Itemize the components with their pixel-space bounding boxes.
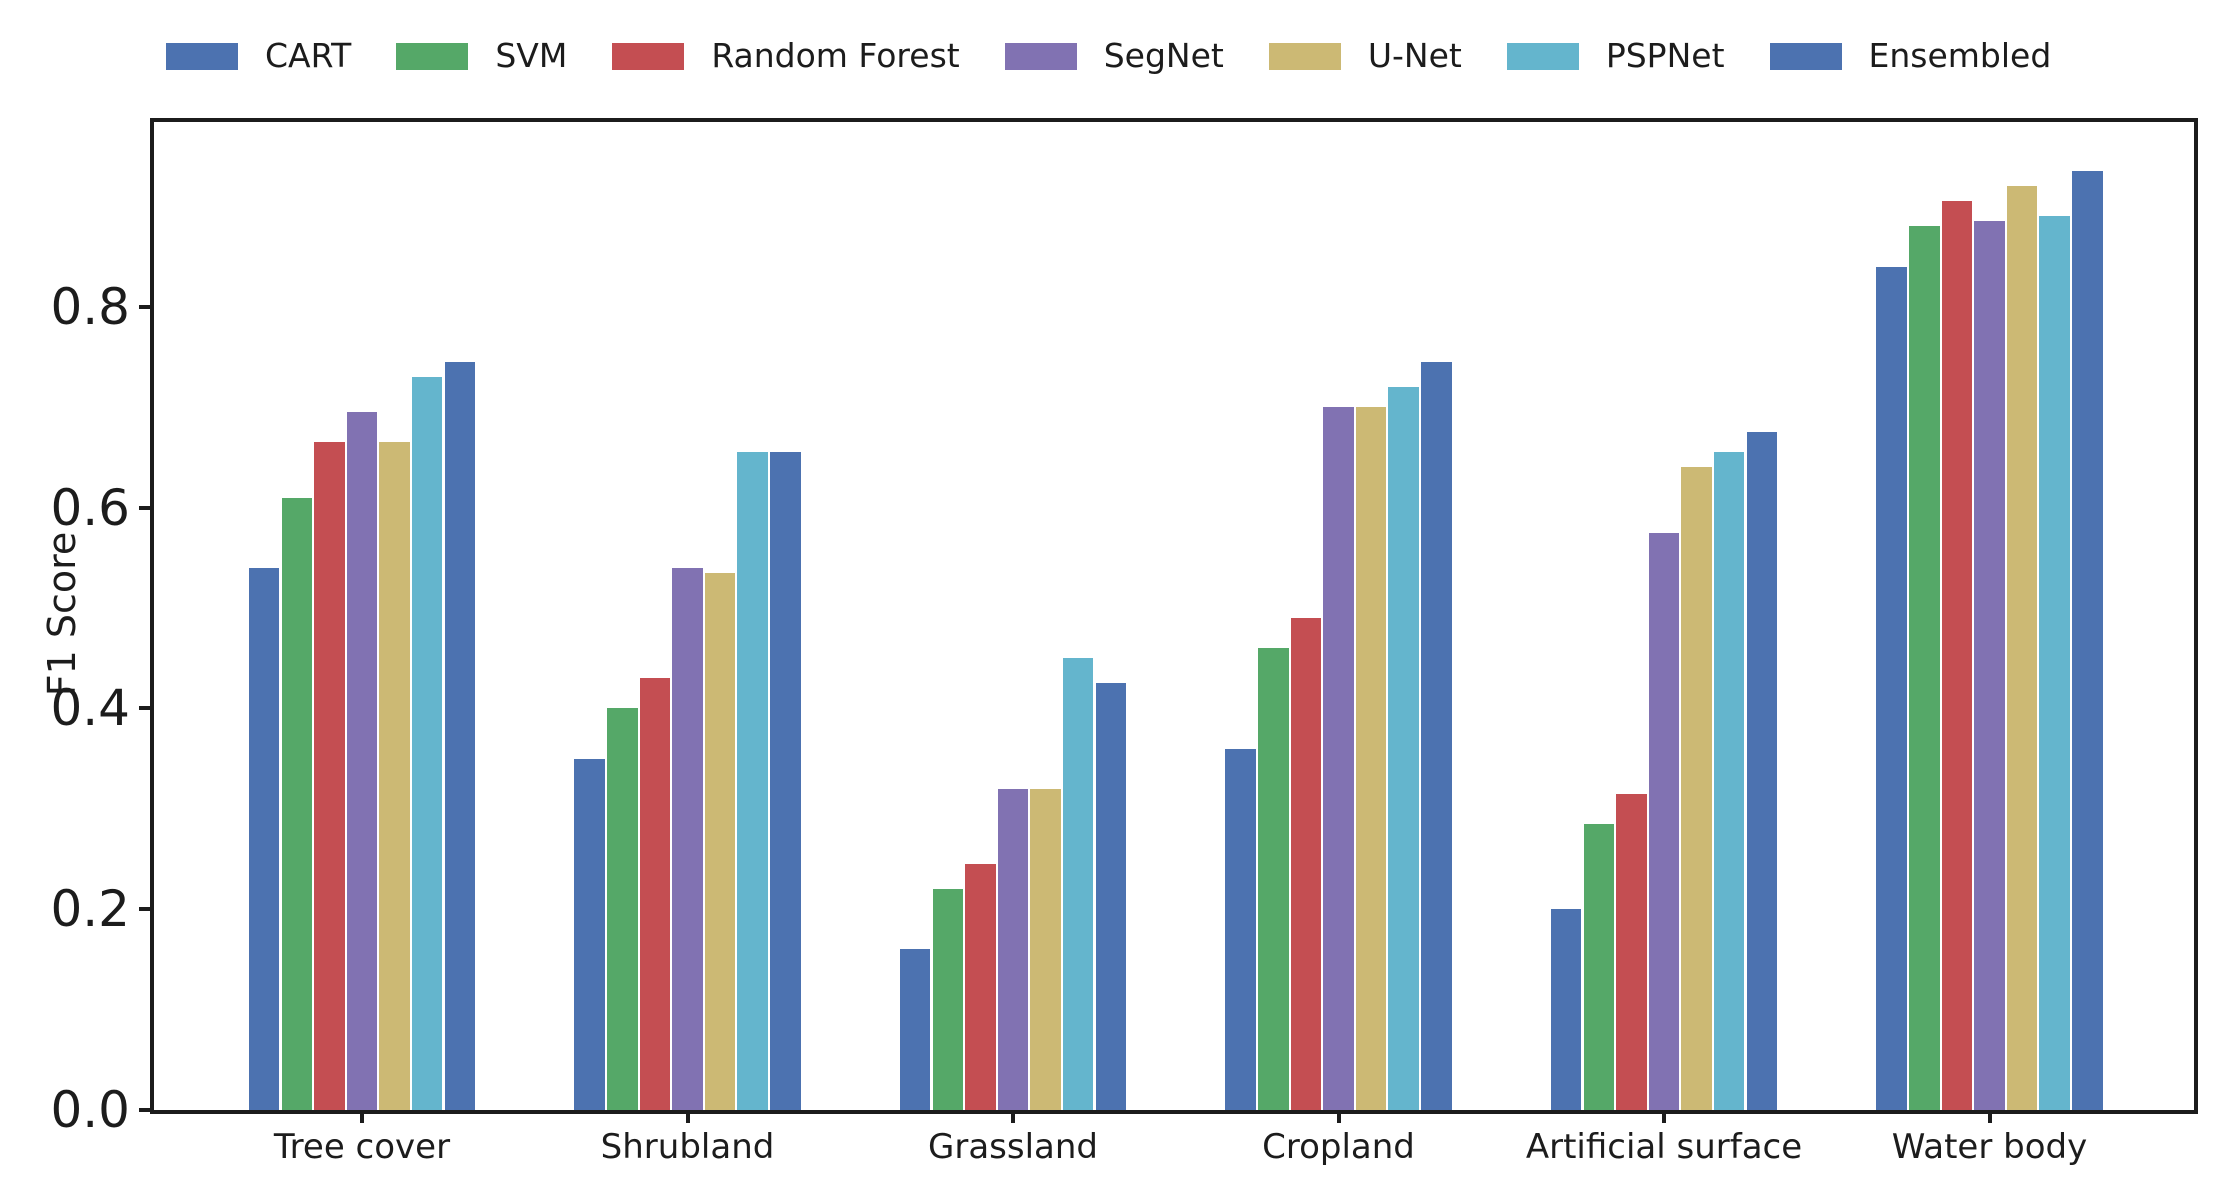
x-tick-mark xyxy=(1336,1112,1341,1123)
x-tick-label-water-body: Water body xyxy=(1891,1127,2088,1167)
legend: CART SVM Random Forest SegNet U-Net PSPNet Ens… xyxy=(166,36,2051,76)
bar-water-body-pspnet xyxy=(2039,216,2070,1110)
legend-label: SegNet xyxy=(1103,36,1224,75)
bar-grassland-ensembled xyxy=(1095,683,1127,1110)
y-tick-label: 0.4 xyxy=(50,679,130,738)
legend-swatch-cart xyxy=(166,42,238,70)
bar-cropland-u-net xyxy=(1355,407,1387,1110)
legend-item-segnet: SegNet xyxy=(1004,36,1224,76)
legend-label: U-Net xyxy=(1367,36,1462,75)
bar-grassland-u-net xyxy=(1030,788,1061,1110)
bar-artificial-surface-u-net xyxy=(1681,467,1712,1110)
bar-grassland-segnet xyxy=(997,788,1029,1110)
bar-shrubland-segnet xyxy=(672,567,703,1110)
bar-water-body-ensembled xyxy=(2072,171,2103,1110)
bar-artificial-surface-svm xyxy=(1583,823,1615,1110)
bar-shrubland-ensembled xyxy=(770,452,801,1110)
y-tick-label: 0.8 xyxy=(50,277,130,336)
legend-label: PSPNet xyxy=(1605,36,1725,75)
bar-cropland-segnet xyxy=(1323,407,1354,1110)
x-tick-mark xyxy=(360,1112,364,1123)
y-tick-label: 0.2 xyxy=(50,880,130,939)
bar-cropland-random-forest xyxy=(1290,618,1322,1110)
bar-shrubland-svm xyxy=(607,708,638,1110)
legend-label: CART xyxy=(265,36,352,75)
bar-tree-cover-cart xyxy=(248,567,280,1110)
bar-cropland-cart xyxy=(1225,748,1256,1110)
legend-swatch-segnet xyxy=(1004,42,1077,70)
bar-grassland-random-forest xyxy=(965,864,996,1110)
bar-artificial-surface-pspnet xyxy=(1713,452,1745,1110)
bar-grassland-cart xyxy=(899,949,931,1110)
bar-artificial-surface-segnet xyxy=(1648,532,1680,1110)
x-tick-label-artificial-surface: Artificial surface xyxy=(1525,1127,1803,1167)
legend-item-u-net: U-Net xyxy=(1268,36,1462,76)
y-tick-label: 0.0 xyxy=(50,1081,130,1139)
legend-swatch-svm xyxy=(396,42,469,70)
legend-swatch-pspnet xyxy=(1506,42,1579,70)
bar-water-body-cart xyxy=(1876,266,1907,1110)
x-tick-mark xyxy=(685,1112,690,1123)
bar-cropland-pspnet xyxy=(1388,387,1419,1110)
bar-artificial-surface-cart xyxy=(1550,909,1582,1110)
legend-swatch-ensembled xyxy=(1769,42,1842,70)
legend-item-pspnet: PSPNet xyxy=(1506,36,1725,76)
bar-grassland-svm xyxy=(932,889,964,1110)
y-tick-mark xyxy=(139,304,150,309)
bar-artificial-surface-ensembled xyxy=(1746,432,1778,1110)
bar-tree-cover-segnet xyxy=(346,412,378,1110)
x-tick-mark xyxy=(1662,1112,1666,1123)
legend-label: Random Forest xyxy=(711,36,960,75)
legend-swatch-random-forest xyxy=(612,42,685,70)
bar-shrubland-u-net xyxy=(704,572,736,1110)
bar-shrubland-random-forest xyxy=(639,678,671,1110)
bar-grassland-pspnet xyxy=(1062,658,1094,1110)
x-tick-mark xyxy=(1987,1112,1992,1123)
bar-water-body-segnet xyxy=(1974,221,2005,1110)
legend-item-ensembled: Ensembled xyxy=(1769,36,2052,76)
bar-tree-cover-ensembled xyxy=(444,361,476,1110)
x-tick-mark xyxy=(1011,1112,1015,1123)
bar-shrubland-cart xyxy=(574,758,605,1110)
y-tick-mark xyxy=(139,907,150,912)
plot-area xyxy=(150,118,2198,1114)
bar-tree-cover-random-forest xyxy=(314,442,345,1110)
x-tick-label-tree-cover: Tree cover xyxy=(273,1127,451,1167)
legend-item-svm: SVM xyxy=(396,36,567,76)
bar-tree-cover-pspnet xyxy=(411,377,443,1110)
y-axis-title: F1 Score xyxy=(40,531,84,697)
bar-cropland-ensembled xyxy=(1421,361,1452,1110)
bar-tree-cover-svm xyxy=(281,497,313,1110)
bar-water-body-random-forest xyxy=(1941,201,1973,1110)
bar-tree-cover-u-net xyxy=(379,442,410,1110)
legend-swatch-u-net xyxy=(1268,42,1341,70)
y-tick-mark xyxy=(139,706,150,711)
legend-item-random-forest: Random Forest xyxy=(612,36,960,76)
y-tick-mark xyxy=(139,505,150,510)
y-tick-label: 0.6 xyxy=(50,478,130,537)
legend-item-cart: CART xyxy=(166,36,351,76)
bar-shrubland-pspnet xyxy=(737,452,768,1110)
bar-artificial-surface-random-forest xyxy=(1616,793,1647,1110)
x-tick-label-grassland: Grassland xyxy=(928,1127,1098,1167)
legend-label: Ensembled xyxy=(1868,36,2052,75)
y-tick-mark xyxy=(139,1108,150,1112)
bar-water-body-svm xyxy=(1909,226,1940,1110)
x-tick-label-cropland: Cropland xyxy=(1262,1127,1415,1167)
bar-water-body-u-net xyxy=(2006,186,2038,1110)
bar-cropland-svm xyxy=(1258,648,1289,1110)
legend-label: SVM xyxy=(495,36,568,75)
x-tick-label-shrubland: Shrubland xyxy=(600,1127,775,1167)
